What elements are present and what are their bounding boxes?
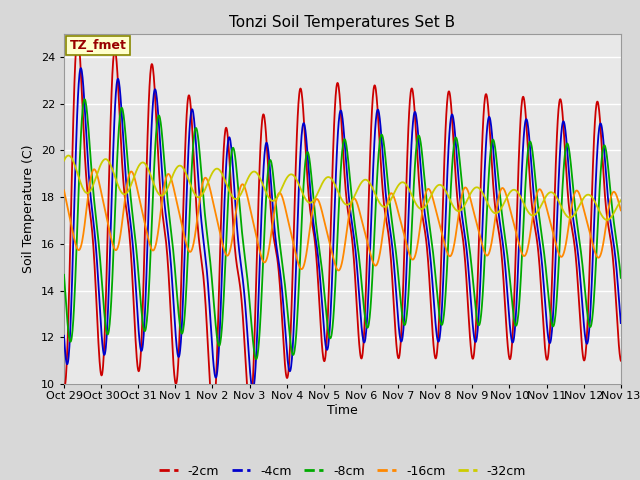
Legend: -2cm, -4cm, -8cm, -16cm, -32cm: -2cm, -4cm, -8cm, -16cm, -32cm xyxy=(154,460,531,480)
Text: TZ_fmet: TZ_fmet xyxy=(70,39,127,52)
X-axis label: Time: Time xyxy=(327,404,358,417)
Title: Tonzi Soil Temperatures Set B: Tonzi Soil Temperatures Set B xyxy=(229,15,456,30)
Y-axis label: Soil Temperature (C): Soil Temperature (C) xyxy=(22,144,35,273)
